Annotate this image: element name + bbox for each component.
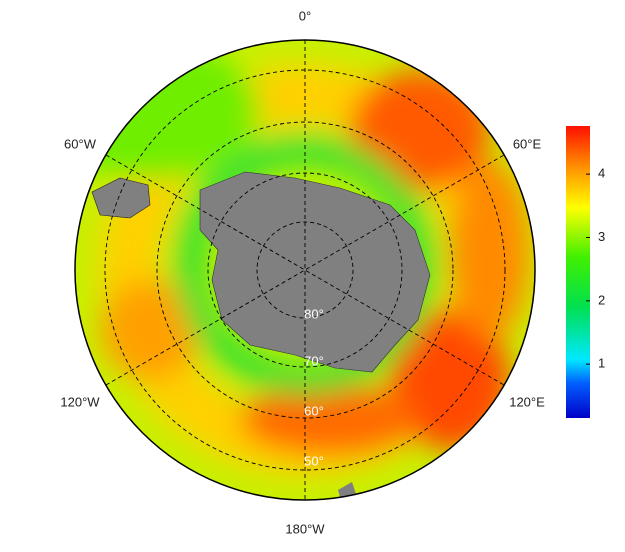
new-zealand: [338, 482, 356, 497]
longitude-label: 120°E: [509, 394, 545, 409]
latitude-label: 50°: [304, 453, 324, 468]
antarctica: [199, 171, 431, 373]
map-border: [74, 39, 536, 501]
colorbar-tick-label: 1: [598, 356, 605, 371]
latitude-label: 70°: [304, 353, 324, 368]
south-america-tip: [91, 177, 151, 219]
longitude-label: 60°W: [64, 136, 97, 151]
latitude-label: 80°: [304, 306, 324, 321]
longitude-label: 120°W: [60, 394, 100, 409]
latitude-label: 60°: [304, 403, 324, 418]
graticule: [104, 40, 506, 500]
longitude-label: 60°E: [513, 136, 542, 151]
colorbar: [566, 126, 590, 418]
colorbar-tick-label: 3: [598, 229, 605, 244]
colorbar-tick-label: 4: [598, 166, 605, 181]
colorbar-tick-label: 2: [598, 292, 605, 307]
data-field: [75, 40, 535, 500]
colorbar-ticks: 1 2 3 4: [586, 166, 605, 371]
longitude-label: 180°W: [285, 521, 325, 536]
longitude-label: 0°: [299, 8, 311, 23]
